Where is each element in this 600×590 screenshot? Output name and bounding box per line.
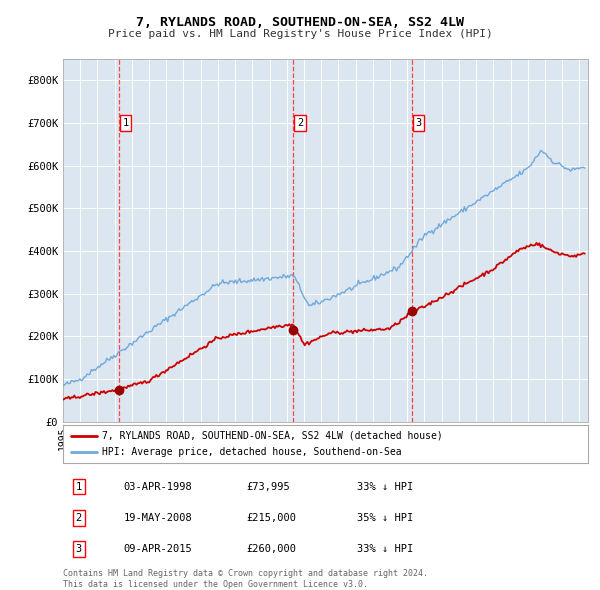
Text: £73,995: £73,995 [247, 481, 290, 491]
Text: 3: 3 [76, 544, 82, 554]
Text: 7, RYLANDS ROAD, SOUTHEND-ON-SEA, SS2 4LW: 7, RYLANDS ROAD, SOUTHEND-ON-SEA, SS2 4L… [136, 16, 464, 29]
Text: 1: 1 [76, 481, 82, 491]
Text: Contains HM Land Registry data © Crown copyright and database right 2024.
This d: Contains HM Land Registry data © Crown c… [63, 569, 428, 589]
Text: 19-MAY-2008: 19-MAY-2008 [124, 513, 192, 523]
Text: 1: 1 [122, 118, 128, 128]
Text: 2: 2 [76, 513, 82, 523]
Text: £215,000: £215,000 [247, 513, 297, 523]
Text: 33% ↓ HPI: 33% ↓ HPI [357, 481, 413, 491]
Text: 09-APR-2015: 09-APR-2015 [124, 544, 192, 554]
Text: Price paid vs. HM Land Registry's House Price Index (HPI): Price paid vs. HM Land Registry's House … [107, 29, 493, 39]
Text: 3: 3 [415, 118, 422, 128]
Text: 33% ↓ HPI: 33% ↓ HPI [357, 544, 413, 554]
Text: HPI: Average price, detached house, Southend-on-Sea: HPI: Average price, detached house, Sout… [103, 447, 402, 457]
Text: 03-APR-1998: 03-APR-1998 [124, 481, 192, 491]
Text: 7, RYLANDS ROAD, SOUTHEND-ON-SEA, SS2 4LW (detached house): 7, RYLANDS ROAD, SOUTHEND-ON-SEA, SS2 4L… [103, 431, 443, 441]
Text: 35% ↓ HPI: 35% ↓ HPI [357, 513, 413, 523]
Text: 2: 2 [297, 118, 303, 128]
Text: £260,000: £260,000 [247, 544, 297, 554]
